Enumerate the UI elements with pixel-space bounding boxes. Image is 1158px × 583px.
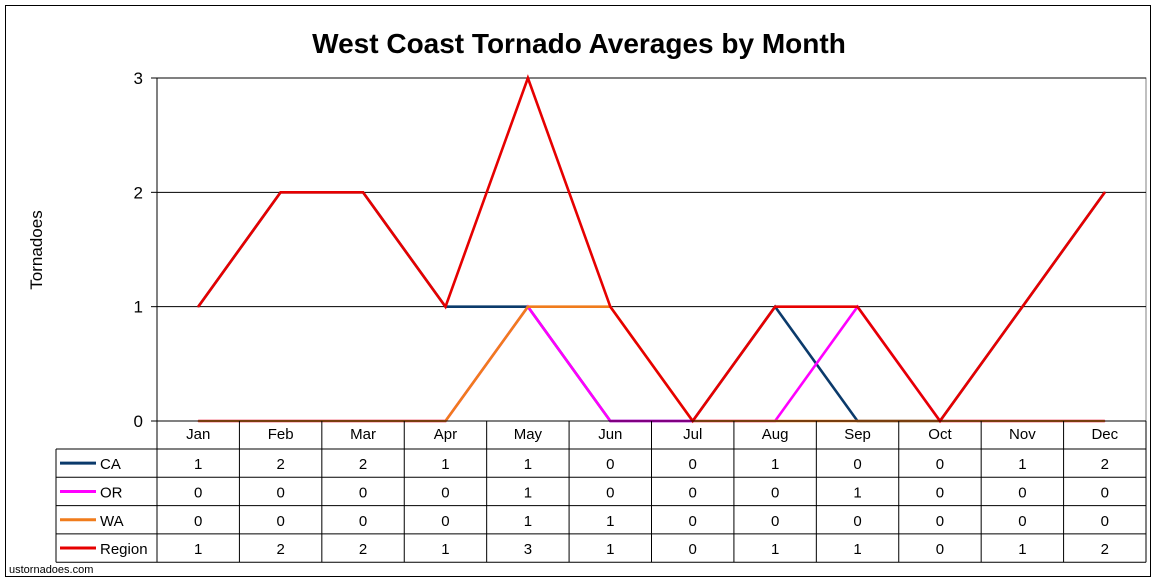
x-tick-label: Feb	[268, 426, 294, 443]
data-label: 0	[936, 513, 944, 530]
data-label: 0	[771, 513, 779, 530]
chart-title: West Coast Tornado Averages by Month	[312, 28, 846, 59]
y-tick-label: 0	[134, 412, 143, 431]
data-label: 0	[936, 541, 944, 558]
data-label: 0	[853, 456, 861, 473]
data-label: 1	[771, 456, 779, 473]
data-label: 0	[606, 484, 614, 501]
legend-label-ca: CA	[100, 456, 121, 473]
data-label: 2	[359, 456, 367, 473]
data-point-region	[1103, 191, 1106, 194]
chart-frame	[5, 5, 1151, 577]
x-tick-label: Nov	[1009, 426, 1036, 443]
series-line-region	[197, 74, 1106, 424]
data-label: 1	[524, 513, 532, 530]
data-label: 2	[276, 541, 284, 558]
data-label: 0	[936, 456, 944, 473]
data-label: 0	[276, 484, 284, 501]
plot-area	[156, 77, 1147, 422]
data-label: 0	[359, 513, 367, 530]
data-point-wa	[527, 305, 529, 308]
data-label: 1	[771, 541, 779, 558]
data-label: 1	[194, 456, 202, 473]
x-tick-label: Oct	[928, 426, 952, 443]
data-label: 1	[1018, 541, 1026, 558]
data-label: 2	[1101, 541, 1109, 558]
data-label: 0	[1018, 484, 1026, 501]
data-point-region	[527, 77, 529, 79]
x-tick-label: Jul	[683, 426, 702, 443]
data-label: 0	[441, 484, 449, 501]
x-tick-label: May	[514, 426, 543, 443]
data-label: 1	[853, 484, 861, 501]
data-point-region	[856, 305, 859, 308]
data-label: 0	[936, 484, 944, 501]
data-point-region	[197, 305, 200, 308]
data-label: 0	[1101, 513, 1109, 530]
data-label: 2	[1101, 456, 1109, 473]
data-label: 0	[689, 513, 697, 530]
x-tick-label: Apr	[434, 426, 457, 443]
data-label: 1	[606, 513, 614, 530]
data-point-region	[609, 305, 612, 308]
data-label: 1	[1018, 456, 1026, 473]
legend-label-or: OR	[100, 484, 123, 501]
data-point-region	[444, 305, 447, 308]
y-tick-label: 3	[134, 69, 143, 88]
legend-label-wa: WA	[100, 513, 124, 530]
data-label: 0	[1101, 484, 1109, 501]
data-label: 1	[524, 484, 532, 501]
source-credit: ustornadoes.com	[9, 564, 94, 576]
data-label: 1	[441, 456, 449, 473]
x-tick-label: Aug	[762, 426, 789, 443]
data-label: 2	[276, 456, 284, 473]
data-label: 0	[1018, 513, 1026, 530]
data-label: 2	[359, 541, 367, 558]
data-point-region	[774, 305, 776, 308]
data-label: 0	[689, 456, 697, 473]
data-label: 1	[853, 541, 861, 558]
x-tick-label: Jun	[598, 426, 622, 443]
data-label: 0	[689, 541, 697, 558]
data-point-region	[279, 191, 282, 194]
y-tick-label: 2	[134, 183, 143, 202]
data-point-region	[362, 191, 364, 194]
data-label: 0	[194, 484, 202, 501]
data-label: 1	[524, 456, 532, 473]
data-label: 0	[853, 513, 861, 530]
data-label: 0	[689, 484, 697, 501]
legend-label-region: Region	[100, 541, 148, 558]
data-label: 1	[441, 541, 449, 558]
data-label: 0	[606, 456, 614, 473]
data-label: 0	[359, 484, 367, 501]
data-label: 3	[524, 541, 532, 558]
x-tick-label: Mar	[350, 426, 376, 443]
x-tick-label: Sep	[844, 426, 871, 443]
data-label: 0	[194, 513, 202, 530]
data-label: 1	[606, 541, 614, 558]
x-tick-label: Dec	[1091, 426, 1118, 443]
data-label: 1	[194, 541, 202, 558]
x-tick-label: Jan	[186, 426, 210, 443]
data-label: 0	[276, 513, 284, 530]
y-tick-label: 1	[134, 298, 143, 317]
data-label: 0	[771, 484, 779, 501]
data-point-region	[1021, 305, 1024, 308]
data-label: 0	[441, 513, 449, 530]
